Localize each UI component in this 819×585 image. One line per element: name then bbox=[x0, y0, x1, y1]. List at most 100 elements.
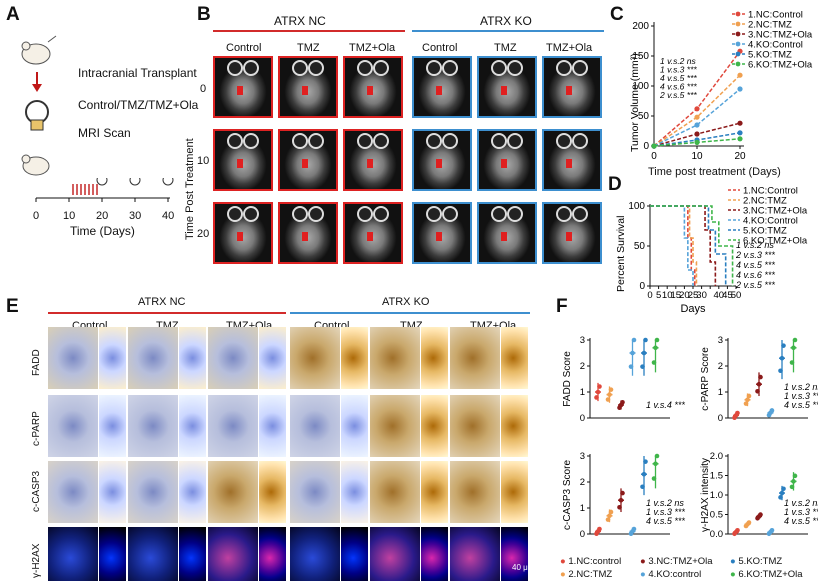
eye-shape-icon bbox=[308, 206, 324, 222]
eye-shape-icon bbox=[426, 133, 442, 149]
ihc-magnified-view bbox=[208, 327, 258, 389]
panel-label-a: A bbox=[6, 4, 20, 25]
ihc-group-nc: ATRX NC bbox=[138, 296, 186, 308]
eye-shape-icon bbox=[373, 60, 389, 76]
ihc-overview-view bbox=[178, 461, 206, 523]
eye-shape-icon bbox=[243, 60, 259, 76]
data-point bbox=[791, 345, 796, 351]
panel-f-legend: ● 1.NC:control ● 2.NC:TMZ ● 3.NC:TMZ+Ola… bbox=[560, 556, 803, 580]
timeline-tick-30: 30 bbox=[129, 210, 142, 222]
mri-scan-image bbox=[278, 202, 338, 264]
ihc-image bbox=[208, 327, 286, 391]
ihc-score-charts: 0 1 2 3 FADD Score 1 v.s.4 *** 0 1 2 3 c-PARP Scor… bbox=[562, 335, 818, 540]
legend-2: 2.NC:TMZ bbox=[568, 569, 613, 580]
ihc-overview-view bbox=[500, 327, 528, 389]
data-point bbox=[631, 526, 637, 532]
ihc-magnified-view bbox=[128, 461, 178, 523]
tumor-arrow-icon bbox=[566, 232, 572, 241]
tumor-arrow-icon bbox=[501, 86, 507, 95]
data-point bbox=[617, 504, 622, 510]
ihc-overview-view bbox=[340, 395, 368, 457]
data-point bbox=[654, 453, 660, 459]
ihc-magnified-view bbox=[48, 327, 98, 389]
ihc-overview-view bbox=[98, 461, 126, 523]
group-bar-nc bbox=[213, 30, 405, 32]
series-line bbox=[653, 88, 741, 147]
ihc-magnified-view bbox=[370, 461, 420, 523]
eye-shape-icon bbox=[292, 133, 308, 149]
legend-marker bbox=[735, 51, 741, 57]
mri-row-0: 0 bbox=[200, 83, 207, 95]
mouse-icon bbox=[21, 35, 57, 65]
ihc-image bbox=[450, 527, 528, 581]
ihc-overview-view bbox=[420, 527, 448, 581]
data-point bbox=[746, 520, 752, 525]
mri-scan-image bbox=[477, 202, 537, 264]
data-point bbox=[607, 513, 612, 519]
data-point bbox=[743, 401, 749, 406]
ihc-image bbox=[370, 327, 448, 391]
ihc-image bbox=[370, 461, 448, 525]
data-point bbox=[597, 526, 602, 532]
legend-label: 3.NC:TMZ+Ola bbox=[748, 30, 813, 41]
ihc-row-fadd: FADD bbox=[31, 349, 42, 376]
legend-label: 5.KO:TMZ bbox=[748, 50, 792, 61]
eye-shape-icon bbox=[308, 60, 324, 76]
legend-label: 2.NC:TMZ bbox=[743, 196, 787, 207]
tumor-arrow-icon bbox=[302, 159, 308, 168]
ihc-row-h2ax: γ-H2AX bbox=[31, 543, 42, 578]
data-point bbox=[789, 484, 795, 490]
eye-shape-icon bbox=[227, 133, 243, 149]
tumor-arrow-icon bbox=[237, 86, 243, 95]
x-tick-label: 5 bbox=[656, 290, 661, 301]
tumor-arrow-icon bbox=[237, 232, 243, 241]
ihc-image bbox=[290, 461, 368, 525]
mri-scan-image bbox=[213, 129, 273, 191]
data-point bbox=[694, 139, 700, 145]
mri-scan-image bbox=[412, 56, 472, 118]
data-point bbox=[745, 397, 750, 403]
ihc-magnified-view bbox=[370, 327, 420, 389]
ihc-overview-view bbox=[178, 395, 206, 457]
ihc-overview-view bbox=[500, 395, 528, 457]
x-tick-label: 40 bbox=[714, 290, 725, 301]
ihc-image bbox=[48, 395, 126, 459]
data-point bbox=[605, 397, 611, 402]
ihc-overview-view bbox=[258, 527, 286, 581]
stat-annotation: 2 v.s.3 *** bbox=[735, 250, 775, 260]
data-point bbox=[620, 490, 625, 496]
legend-marker bbox=[735, 21, 741, 27]
timeline-axis bbox=[35, 178, 174, 202]
mri-scan-image bbox=[412, 129, 472, 191]
y-tick-label: 3 bbox=[580, 451, 585, 462]
step-mri: MRI Scan bbox=[78, 126, 131, 140]
data-point bbox=[758, 512, 763, 517]
timeline-tick-10: 10 bbox=[63, 210, 76, 222]
data-point bbox=[654, 337, 660, 343]
data-point bbox=[792, 473, 798, 479]
ihc-magnified-view bbox=[370, 527, 420, 581]
y-tick-label: 0 bbox=[580, 529, 585, 540]
tumor-arrow-icon bbox=[501, 232, 507, 241]
data-point bbox=[781, 486, 786, 492]
ihc-magnified-view bbox=[128, 395, 178, 457]
y-tick-label: 2 bbox=[580, 477, 585, 488]
y-tick-label: 2 bbox=[580, 361, 585, 372]
data-point bbox=[694, 131, 700, 137]
data-point bbox=[618, 497, 624, 503]
legend-label: 4.KO:Control bbox=[743, 216, 798, 227]
data-point bbox=[651, 360, 657, 365]
tumor-arrow-icon bbox=[436, 232, 442, 241]
tumor-volume-chart: 0 50 100 150 200 0 10 20 Tumor Volume (mm³) 1.NC:… bbox=[629, 10, 813, 163]
panel-label-e: E bbox=[6, 296, 19, 317]
eye-shape-icon bbox=[292, 60, 308, 76]
ihc-magnified-view bbox=[370, 395, 420, 457]
ihc-magnified-view bbox=[450, 527, 500, 581]
data-point bbox=[735, 527, 740, 533]
data-point bbox=[779, 490, 785, 496]
x-tick-label: 25 bbox=[688, 290, 699, 301]
mri-scan-image bbox=[343, 56, 403, 118]
eye-shape-icon bbox=[442, 60, 458, 76]
ihc-magnified-view bbox=[290, 327, 340, 389]
data-point bbox=[605, 517, 611, 522]
